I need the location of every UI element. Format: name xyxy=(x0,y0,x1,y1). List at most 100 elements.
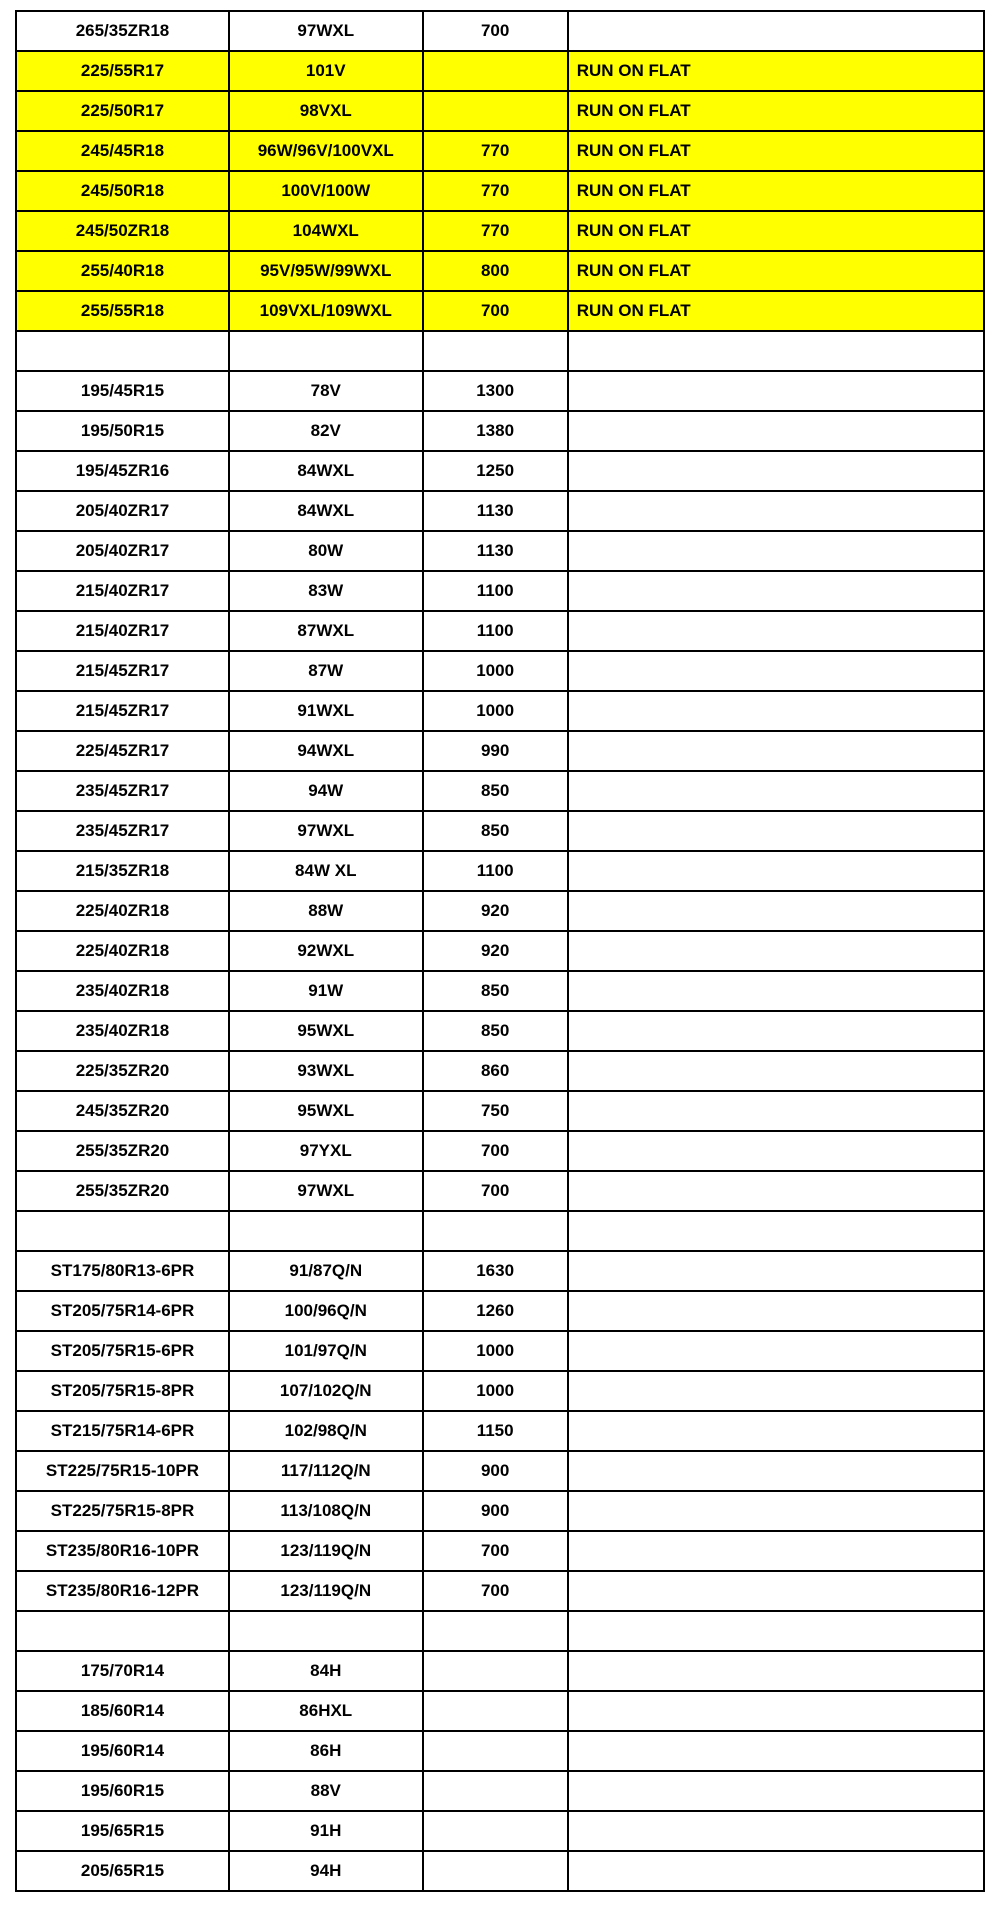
table-row: ST235/80R16-12PR123/119Q/N700 xyxy=(16,1571,984,1611)
cell-note xyxy=(568,1811,984,1851)
cell-note xyxy=(568,371,984,411)
cell-qty: 900 xyxy=(423,1491,568,1531)
cell-qty: 700 xyxy=(423,11,568,51)
cell-size: ST175/80R13-6PR xyxy=(16,1251,229,1291)
cell-qty xyxy=(423,1211,568,1251)
cell-load_speed: 95WXL xyxy=(229,1011,423,1051)
cell-note xyxy=(568,971,984,1011)
cell-qty: 1130 xyxy=(423,531,568,571)
table-row: 245/45R1896W/96V/100VXL770RUN ON FLAT xyxy=(16,131,984,171)
cell-load_speed: 87WXL xyxy=(229,611,423,651)
cell-load_speed: 91WXL xyxy=(229,691,423,731)
table-row: ST205/75R15-6PR101/97Q/N1000 xyxy=(16,1331,984,1371)
cell-note xyxy=(568,1011,984,1051)
cell-load_speed: 117/112Q/N xyxy=(229,1451,423,1491)
cell-size: 255/35ZR20 xyxy=(16,1131,229,1171)
cell-load_speed: 84H xyxy=(229,1651,423,1691)
cell-qty xyxy=(423,1611,568,1651)
cell-size: ST205/75R15-8PR xyxy=(16,1371,229,1411)
cell-load_speed: 88V xyxy=(229,1771,423,1811)
cell-size: 245/45R18 xyxy=(16,131,229,171)
cell-qty: 700 xyxy=(423,1531,568,1571)
table-row: 225/55R17101VRUN ON FLAT xyxy=(16,51,984,91)
cell-note xyxy=(568,1371,984,1411)
table-row: 225/45ZR1794WXL990 xyxy=(16,731,984,771)
table-row: 195/60R1588V xyxy=(16,1771,984,1811)
cell-qty: 800 xyxy=(423,251,568,291)
cell-load_speed xyxy=(229,331,423,371)
cell-load_speed: 91W xyxy=(229,971,423,1011)
cell-load_speed: 94W xyxy=(229,771,423,811)
cell-note xyxy=(568,1611,984,1651)
cell-load_speed: 97WXL xyxy=(229,1171,423,1211)
cell-load_speed: 80W xyxy=(229,531,423,571)
cell-note: RUN ON FLAT xyxy=(568,291,984,331)
cell-note xyxy=(568,1251,984,1291)
cell-size: 175/70R14 xyxy=(16,1651,229,1691)
cell-note xyxy=(568,571,984,611)
cell-size: 215/45ZR17 xyxy=(16,691,229,731)
table-row: 225/35ZR2093WXL860 xyxy=(16,1051,984,1091)
cell-note xyxy=(568,891,984,931)
cell-note: RUN ON FLAT xyxy=(568,91,984,131)
cell-qty: 700 xyxy=(423,1571,568,1611)
cell-load_speed: 95WXL xyxy=(229,1091,423,1131)
table-row: 255/55R18109VXL/109WXL700RUN ON FLAT xyxy=(16,291,984,331)
cell-qty: 1250 xyxy=(423,451,568,491)
table-row: 255/35ZR2097WXL700 xyxy=(16,1171,984,1211)
cell-note xyxy=(568,771,984,811)
table-row: 195/60R1486H xyxy=(16,1731,984,1771)
cell-qty: 1150 xyxy=(423,1411,568,1451)
cell-size: 205/65R15 xyxy=(16,1851,229,1891)
cell-note xyxy=(568,1651,984,1691)
cell-size xyxy=(16,1211,229,1251)
cell-note: RUN ON FLAT xyxy=(568,171,984,211)
cell-load_speed: 97WXL xyxy=(229,11,423,51)
cell-qty: 1000 xyxy=(423,1371,568,1411)
cell-qty: 750 xyxy=(423,1091,568,1131)
cell-size: 195/50R15 xyxy=(16,411,229,451)
cell-qty: 1260 xyxy=(423,1291,568,1331)
cell-size: 255/40R18 xyxy=(16,251,229,291)
table-row: 265/35ZR1897WXL700 xyxy=(16,11,984,51)
cell-note xyxy=(568,531,984,571)
cell-note xyxy=(568,731,984,771)
cell-note: RUN ON FLAT xyxy=(568,211,984,251)
cell-qty: 920 xyxy=(423,931,568,971)
table-row: 245/50R18100V/100W770RUN ON FLAT xyxy=(16,171,984,211)
cell-size: 225/35ZR20 xyxy=(16,1051,229,1091)
table-row: 205/40ZR1784WXL1130 xyxy=(16,491,984,531)
cell-qty: 700 xyxy=(423,1171,568,1211)
table-row: ST215/75R14-6PR102/98Q/N1150 xyxy=(16,1411,984,1451)
cell-size: ST235/80R16-12PR xyxy=(16,1571,229,1611)
cell-note xyxy=(568,1331,984,1371)
cell-load_speed: 97WXL xyxy=(229,811,423,851)
cell-size: ST225/75R15-10PR xyxy=(16,1451,229,1491)
table-row xyxy=(16,331,984,371)
cell-load_speed xyxy=(229,1611,423,1651)
table-row: 205/40ZR1780W1130 xyxy=(16,531,984,571)
table-row: 235/40ZR1891W850 xyxy=(16,971,984,1011)
cell-note xyxy=(568,1771,984,1811)
table-row: ST225/75R15-10PR117/112Q/N900 xyxy=(16,1451,984,1491)
cell-size: 215/40ZR17 xyxy=(16,611,229,651)
cell-size: 225/50R17 xyxy=(16,91,229,131)
cell-load_speed: 107/102Q/N xyxy=(229,1371,423,1411)
cell-qty: 850 xyxy=(423,811,568,851)
cell-qty: 700 xyxy=(423,1131,568,1171)
cell-size: 255/55R18 xyxy=(16,291,229,331)
cell-note xyxy=(568,1291,984,1331)
cell-note xyxy=(568,811,984,851)
cell-qty: 850 xyxy=(423,771,568,811)
cell-size: ST215/75R14-6PR xyxy=(16,1411,229,1451)
cell-size: ST205/75R14-6PR xyxy=(16,1291,229,1331)
cell-size: 235/40ZR18 xyxy=(16,1011,229,1051)
cell-note xyxy=(568,851,984,891)
table-row: 215/45ZR1791WXL1000 xyxy=(16,691,984,731)
cell-load_speed: 98VXL xyxy=(229,91,423,131)
table-row: 185/60R1486HXL xyxy=(16,1691,984,1731)
cell-size: 225/55R17 xyxy=(16,51,229,91)
cell-qty xyxy=(423,1811,568,1851)
cell-size: 215/35ZR18 xyxy=(16,851,229,891)
cell-note: RUN ON FLAT xyxy=(568,251,984,291)
